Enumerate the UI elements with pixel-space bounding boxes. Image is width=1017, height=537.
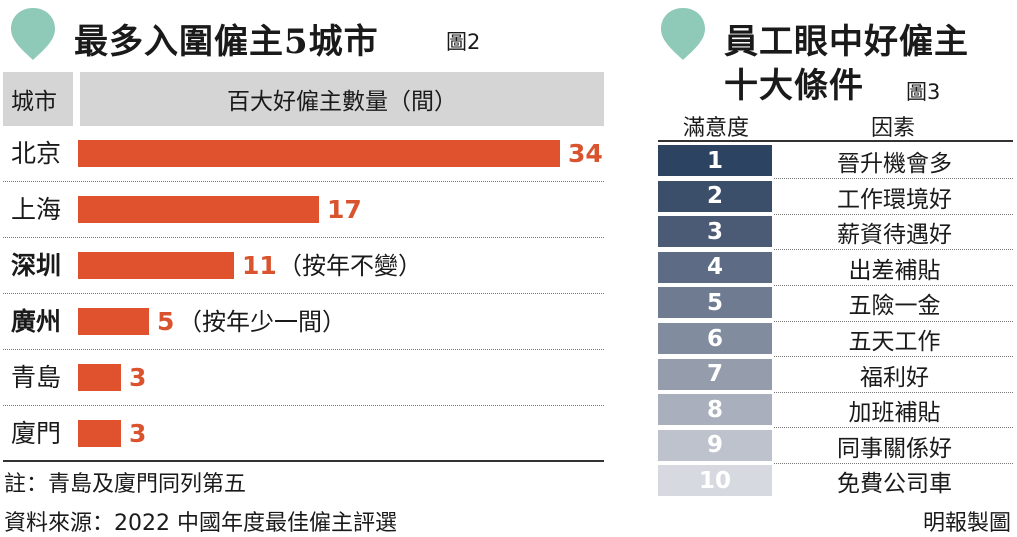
factor-label: 五險一金 (848, 293, 941, 320)
category-label: 深圳 (11, 251, 62, 280)
category-label: 上海 (11, 195, 62, 224)
row-divider (774, 462, 1013, 464)
row-divider (774, 356, 1013, 358)
bar-row: 青島 3 (3, 350, 604, 406)
table-title: 員工眼中好僱主 (724, 22, 969, 62)
value-label: 5 (157, 307, 175, 336)
row-divider (774, 320, 1013, 322)
table-row: 4 出差補貼 (658, 250, 1013, 286)
row-divider (774, 284, 1013, 286)
table-row: 10 免費公司車 (658, 463, 1013, 499)
annotation: （按年少一間） (178, 308, 346, 336)
header-rank: 滿意度 (682, 116, 749, 141)
table-row: 1 晉升機會多 (658, 143, 1013, 179)
chart-bottom-rule (3, 460, 604, 462)
bar-row: 深圳 11 （按年不變） (3, 238, 604, 294)
row-divider (774, 249, 1013, 251)
bar (78, 420, 121, 447)
table-title-line2: 十大條件 (724, 66, 864, 106)
chart-title: 最多入圍僱主5城市 (74, 22, 379, 62)
bar (78, 196, 319, 223)
header-count: 百大好僱主數量（間） (80, 72, 604, 126)
bar-row: 上海 17 (3, 182, 604, 238)
table-row: 8 加班補貼 (658, 392, 1013, 428)
category-label: 廈門 (11, 419, 62, 448)
bar (78, 308, 149, 335)
factor-label: 同事關係好 (837, 435, 952, 462)
row-divider (774, 213, 1013, 215)
category-label: 北京 (11, 139, 62, 168)
factor-label: 五天工作 (848, 329, 941, 355)
footnote: 註：青島及廈門同列第五 (4, 472, 247, 497)
rank-badge: 1 (658, 145, 772, 176)
row-divider (3, 237, 604, 238)
credit: 明報製圖 (922, 511, 1011, 536)
bar-row: 北京 34 (3, 126, 604, 182)
table-header-rule (658, 140, 1013, 142)
rank-badge: 6 (658, 323, 772, 354)
figure-tag: 圖3 (906, 80, 941, 104)
source-note: 資料來源：2022 中國年度最佳僱主評選 (4, 511, 397, 536)
value-label: 3 (129, 363, 147, 392)
bar-row: 廣州 5 （按年少一間） (3, 294, 604, 350)
row-divider (3, 181, 604, 182)
table-row: 6 五天工作 (658, 321, 1013, 357)
bar (78, 364, 121, 391)
value-label: 3 (129, 419, 147, 448)
row-divider (774, 427, 1013, 429)
table-row: 2 工作環境好 (658, 179, 1013, 215)
row-divider (3, 405, 604, 406)
rank-badge: 7 (658, 358, 772, 390)
row-divider (3, 349, 604, 350)
rank-badge: 3 (658, 216, 772, 248)
row-divider (774, 391, 1013, 393)
category-label: 青島 (11, 363, 62, 392)
value-label: 34 (568, 139, 603, 168)
row-divider (774, 178, 1013, 180)
bar (78, 252, 234, 279)
rank-badge: 5 (658, 287, 772, 319)
rank-badge: 10 (658, 465, 772, 497)
factor-label: 工作環境好 (837, 186, 952, 213)
factor-label: 晉升機會多 (837, 151, 952, 177)
rank-badge: 2 (658, 180, 772, 212)
header-city: 城市 (3, 72, 73, 126)
category-label: 廣州 (11, 307, 62, 336)
rank-badge: 4 (658, 251, 772, 283)
map-pin-icon (661, 8, 705, 60)
header-factor: 因素 (870, 116, 915, 141)
value-label: 11 (242, 251, 277, 280)
bar-row: 廈門 3 (3, 406, 604, 462)
table-row: 9 同事關係好 (658, 428, 1013, 464)
map-pin-icon (11, 8, 55, 60)
value-label: 17 (327, 195, 362, 224)
factor-label: 出差補貼 (848, 257, 941, 284)
factor-label: 薪資待遇好 (837, 222, 952, 249)
factor-label: 福利好 (860, 364, 929, 391)
annotation: （按年不變） (278, 252, 422, 280)
factor-label: 加班補貼 (848, 400, 941, 427)
row-divider (3, 293, 604, 294)
table-row: 5 五險一金 (658, 285, 1013, 321)
table-row: 7 福利好 (658, 357, 1013, 393)
rank-badge: 9 (658, 429, 772, 461)
factor-label: 免費公司車 (837, 471, 952, 498)
rank-badge: 8 (658, 394, 772, 426)
table-row: 3 薪資待遇好 (658, 214, 1013, 250)
bar (78, 140, 560, 167)
figure-tag: 圖2 (446, 30, 481, 54)
